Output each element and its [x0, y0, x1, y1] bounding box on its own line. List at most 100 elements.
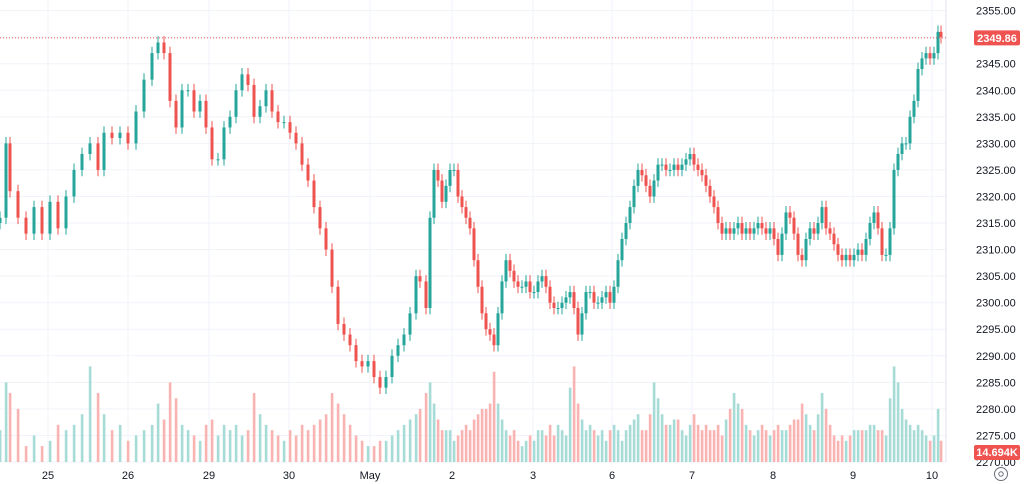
volume-bar: [488, 403, 492, 462]
volume-bar: [600, 430, 604, 462]
y-tick-label: 2290.00: [976, 351, 1016, 363]
volume-bar: [816, 414, 820, 462]
candle-body: [32, 207, 36, 234]
candle-body: [508, 260, 512, 271]
candle-body: [40, 207, 44, 234]
candle-body: [556, 308, 560, 309]
candle-body: [402, 334, 406, 346]
candle-body: [540, 276, 544, 282]
candle-body: [390, 355, 394, 378]
candle-body: [896, 154, 900, 170]
y-tick-label: 2345.00: [976, 59, 1016, 71]
volume-bar: [372, 446, 376, 462]
candle-body: [800, 254, 804, 261]
settings-gear-icon[interactable]: [994, 467, 1008, 481]
volume-bar: [888, 398, 892, 462]
candle-body: [360, 361, 364, 367]
volume-bar: [592, 430, 596, 462]
x-tick-label: 10: [926, 470, 938, 482]
candle-body: [732, 228, 736, 234]
candle-body: [828, 228, 832, 234]
candle-body: [760, 223, 764, 229]
volume-bar: [804, 414, 808, 462]
candle-body: [16, 191, 20, 218]
candle-body: [384, 377, 388, 388]
volume-bar: [234, 424, 238, 462]
x-tick-label: 3: [530, 470, 536, 482]
candle-body: [592, 292, 596, 303]
volume-bar: [88, 366, 92, 462]
candle-body: [928, 53, 932, 59]
volume-bar: [134, 435, 138, 462]
candle-body: [150, 53, 154, 80]
candle-body: [892, 169, 896, 229]
candle-body: [480, 286, 484, 314]
candle-body: [216, 159, 220, 161]
volume-bar: [832, 435, 836, 462]
candle-body: [748, 228, 752, 234]
candle-body: [712, 196, 716, 208]
volume-bar: [440, 430, 444, 462]
volume-bar: [192, 435, 196, 462]
volume-bar: [864, 430, 868, 462]
candle-body: [440, 180, 444, 202]
volume-bar: [644, 430, 648, 462]
candle-body: [134, 111, 138, 144]
volume-bar: [336, 403, 340, 462]
candle-body: [804, 238, 808, 261]
volume-bar: [728, 408, 732, 462]
candle-body: [472, 228, 476, 261]
candle-body: [48, 201, 52, 234]
volume-bar: [560, 430, 564, 462]
volume-bar: [452, 440, 456, 462]
candle-body: [656, 164, 660, 181]
candlesticks: [0, 25, 943, 395]
candle-body: [512, 270, 516, 282]
volume-bar: [142, 430, 146, 462]
x-tick-label: 25: [42, 470, 54, 482]
volume-bar: [72, 424, 76, 462]
price-axis[interactable]: 2355.002350.002345.002340.002335.002330.…: [976, 6, 1016, 469]
candle-body: [464, 207, 468, 218]
candle-body: [110, 132, 114, 139]
volume-bar: [330, 392, 334, 462]
x-tick-label: 26: [122, 470, 134, 482]
candle-body: [142, 79, 146, 112]
volume-bar: [24, 446, 28, 462]
volume-bar: [764, 430, 768, 462]
candle-body: [528, 281, 532, 293]
candle-body: [4, 143, 8, 218]
y-tick-label: 2280.00: [976, 404, 1016, 416]
volume-bar: [210, 419, 214, 462]
volume-bar: [8, 392, 12, 462]
volume-bar: [512, 430, 516, 462]
volume-bar: [768, 435, 772, 462]
candle-body: [0, 217, 2, 224]
volume-bar: [468, 430, 472, 462]
volume-bar: [246, 430, 250, 462]
volume-bar: [848, 435, 852, 462]
volume-bar: [348, 424, 352, 462]
volume-bar: [516, 440, 520, 462]
volume-bar: [800, 403, 804, 462]
candle-body: [644, 175, 648, 186]
volume-bar: [652, 382, 656, 462]
candle-body: [156, 42, 160, 54]
candle-body: [812, 228, 816, 234]
y-tick-label: 2340.00: [976, 85, 1016, 97]
volume-bar: [288, 430, 292, 462]
volume-bar: [776, 424, 780, 462]
candle-body: [192, 90, 196, 112]
volume-bar: [540, 430, 544, 462]
candle-body: [500, 281, 504, 314]
candle-body: [932, 53, 936, 59]
volume-bar: [780, 430, 784, 462]
candle-body: [680, 164, 684, 170]
candle-body: [336, 286, 340, 324]
candle-body: [444, 185, 448, 202]
candle-body: [740, 223, 744, 234]
candle-body: [700, 169, 704, 176]
candle-body: [752, 228, 756, 234]
volume-bar: [668, 424, 672, 462]
